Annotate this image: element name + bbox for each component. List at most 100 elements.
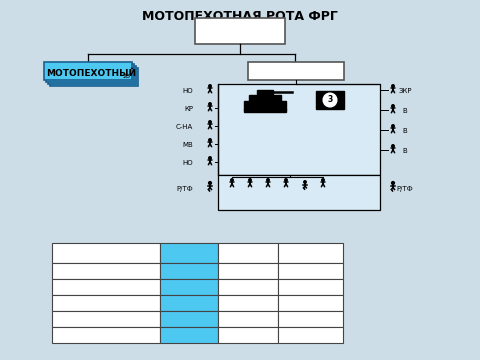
Bar (160, 295, 218, 311)
Bar (218, 243, 278, 263)
Bar (160, 263, 218, 279)
Text: С: С (229, 194, 234, 200)
Bar (278, 243, 343, 263)
Bar (249, 95, 281, 102)
Bar (244, 109, 286, 112)
Text: МВ: МВ (182, 142, 193, 148)
Bar (160, 327, 218, 343)
Circle shape (267, 179, 269, 181)
Bar (52, 279, 160, 295)
Text: ПУ ПТУР «МИЛАН»: ПУ ПТУР «МИЛАН» (64, 298, 148, 307)
Bar (316, 91, 344, 109)
Bar (248, 62, 344, 80)
Circle shape (323, 93, 337, 107)
Text: ВСЕГО
В МПР: ВСЕГО В МПР (296, 243, 324, 263)
Bar (218, 279, 278, 295)
Text: -: - (246, 298, 250, 307)
Text: 131: 131 (270, 37, 284, 43)
Text: 131: 131 (302, 266, 319, 275)
Text: ЛИЧНЫЙ СОСТАВ: ЛИЧНЫЙ СОСТАВ (67, 266, 144, 275)
Bar (218, 295, 278, 311)
Text: КОМАНДИР
РОТЫ: КОМАНДИР РОТЫ (210, 19, 270, 39)
Text: МПВ (4): МПВ (4) (171, 248, 206, 257)
Text: НО: НО (182, 88, 193, 94)
Circle shape (392, 145, 394, 147)
Bar (50, 68, 138, 86)
Text: 19: 19 (336, 73, 344, 78)
Text: 3: 3 (327, 95, 333, 104)
Text: 28: 28 (183, 266, 195, 275)
Text: УПР. РОТЫ: УПР. РОТЫ (223, 248, 273, 257)
Text: В: В (403, 128, 408, 134)
Text: СГ: СГ (300, 194, 310, 200)
Circle shape (209, 85, 211, 87)
Text: НО: НО (182, 160, 193, 166)
Text: С-НА: С-НА (176, 124, 193, 130)
Text: 9: 9 (308, 315, 313, 324)
Bar (52, 311, 160, 327)
Circle shape (209, 121, 211, 123)
Bar (52, 243, 160, 263)
Text: КР: КР (184, 106, 193, 112)
Circle shape (209, 181, 211, 184)
Bar (52, 263, 160, 279)
Circle shape (392, 85, 394, 87)
Text: 13: 13 (305, 283, 316, 292)
Bar (160, 243, 218, 263)
Bar (244, 101, 286, 110)
Circle shape (209, 103, 211, 105)
Text: 1: 1 (186, 298, 192, 307)
Text: Р/ТФ: Р/ТФ (176, 186, 193, 192)
Text: 4: 4 (308, 298, 313, 307)
Bar (218, 175, 380, 210)
Text: ЗКР: ЗКР (398, 88, 412, 94)
Bar (46, 64, 134, 82)
Text: С: С (284, 194, 288, 200)
Circle shape (209, 157, 211, 159)
Bar (278, 263, 343, 279)
Circle shape (285, 179, 287, 181)
Circle shape (392, 105, 394, 107)
Circle shape (304, 181, 306, 183)
Bar (44, 62, 132, 80)
Bar (160, 311, 218, 327)
Bar (218, 263, 278, 279)
Text: В: В (403, 148, 408, 154)
Bar (278, 311, 343, 327)
Bar (52, 327, 160, 343)
Bar (278, 279, 343, 295)
Bar (160, 279, 218, 295)
Circle shape (209, 139, 211, 141)
Bar (52, 295, 160, 311)
Bar (278, 295, 343, 311)
Text: 19: 19 (242, 266, 254, 275)
Text: УПРАВЛЕНИЕ: УПРАВЛЕНИЕ (257, 67, 327, 76)
Text: С: С (248, 194, 252, 200)
Text: В: В (403, 108, 408, 114)
Text: С: С (265, 194, 270, 200)
Text: Р/ТФ: Р/ТФ (396, 186, 413, 192)
Text: 1: 1 (245, 330, 251, 339)
Text: С: С (321, 194, 325, 200)
Text: 9: 9 (308, 330, 313, 339)
Circle shape (322, 179, 324, 181)
Bar (48, 66, 136, 84)
Bar (218, 327, 278, 343)
Bar (257, 90, 274, 95)
Text: МОТОПЕХОТНЫЙ: МОТОПЕХОТНЫЙ (46, 69, 136, 78)
Circle shape (249, 179, 251, 181)
Text: 7,62 мм пулемет МГ - 3: 7,62 мм пулемет МГ - 3 (55, 330, 157, 339)
Bar (195, 18, 285, 44)
Bar (218, 311, 278, 327)
Text: 28: 28 (122, 73, 130, 78)
Bar (278, 327, 343, 343)
Text: 4: 4 (186, 283, 192, 292)
Text: 1: 1 (245, 315, 251, 324)
Text: МОТОПЕХОТНАЯ РОТА ФРГ: МОТОПЕХОТНАЯ РОТА ФРГ (142, 10, 338, 23)
Text: 2: 2 (186, 330, 192, 339)
Circle shape (231, 179, 233, 181)
Text: БМП «МАРДЕР»: БМП «МАРДЕР» (71, 283, 141, 292)
Bar (218, 84, 380, 175)
Text: 1: 1 (245, 283, 251, 292)
Text: 2: 2 (186, 315, 192, 324)
